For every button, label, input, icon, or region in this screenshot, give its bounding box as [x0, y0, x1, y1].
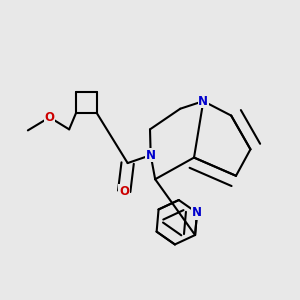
Text: N: N [146, 149, 156, 162]
Text: N: N [198, 95, 208, 108]
Text: O: O [44, 111, 55, 124]
Text: O: O [119, 185, 129, 198]
Text: N: N [192, 206, 202, 219]
